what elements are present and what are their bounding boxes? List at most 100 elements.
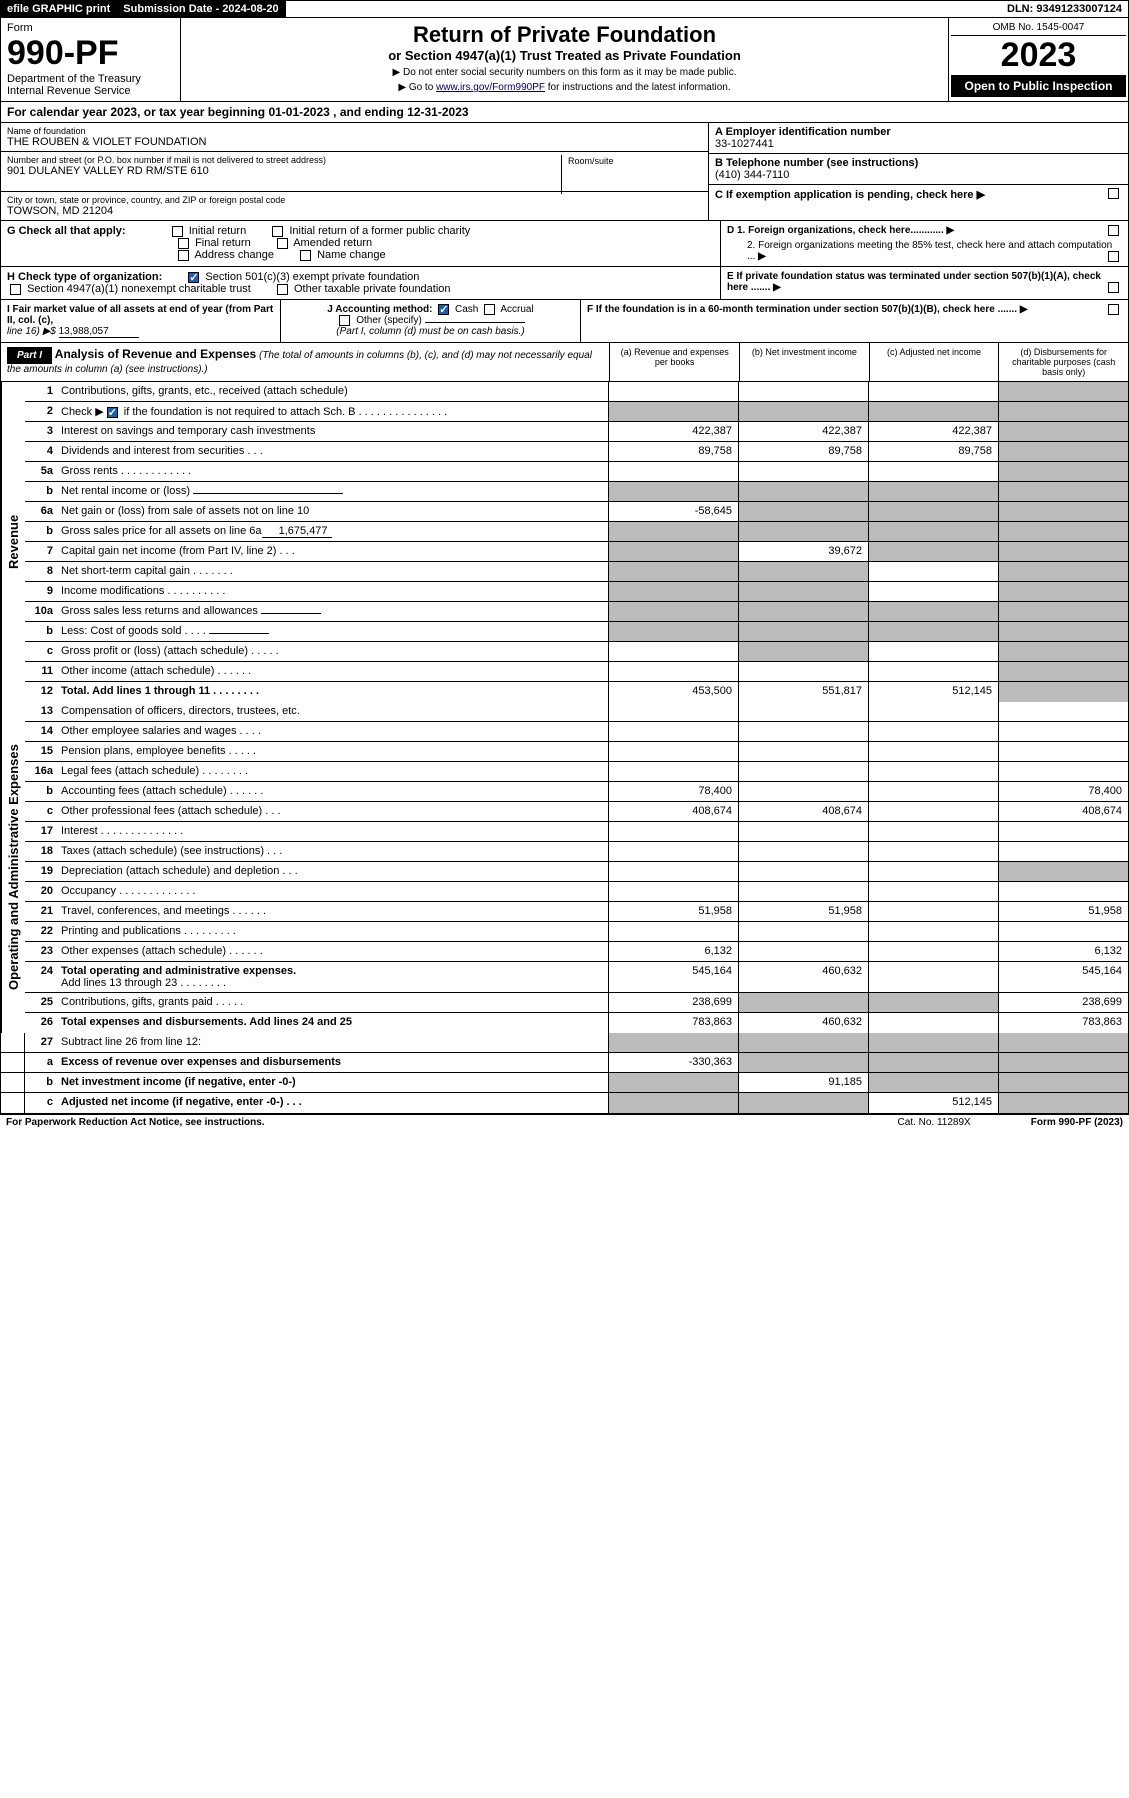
cb-name[interactable] [300, 250, 311, 261]
d25: 238,699 [998, 993, 1128, 1012]
d26: 783,863 [998, 1013, 1128, 1033]
cb-initial[interactable] [172, 226, 183, 237]
a7 [608, 542, 738, 561]
desc-27: Subtract line 26 from line 12: [61, 1033, 608, 1052]
b9 [738, 582, 868, 601]
top-bar: efile GRAPHIC print Submission Date - 20… [0, 0, 1129, 18]
a20 [608, 882, 738, 901]
desc-24: Total operating and administrative expen… [61, 962, 608, 992]
desc-27b: Net investment income (if negative, ente… [61, 1073, 608, 1092]
f-checkbox[interactable] [1108, 304, 1119, 315]
d27c [998, 1093, 1128, 1113]
d21: 51,958 [998, 902, 1128, 921]
cb-other-tax[interactable] [277, 284, 288, 295]
c14 [868, 722, 998, 741]
d15 [998, 742, 1128, 761]
cb-schb[interactable] [107, 407, 118, 418]
efile-btn[interactable]: efile GRAPHIC print [1, 1, 117, 17]
desc-22: Printing and publications . . . . . . . … [61, 922, 608, 941]
cb-4947[interactable] [10, 284, 21, 295]
c24 [868, 962, 998, 992]
instr2: ▶ Go to www.irs.gov/Form990PF for instru… [201, 82, 928, 93]
desc-21: Travel, conferences, and meetings . . . … [61, 902, 608, 921]
a16a [608, 762, 738, 781]
form-box: Form 990-PF Department of the Treasury I… [1, 18, 181, 101]
e-checkbox[interactable] [1108, 282, 1119, 293]
desc-25: Contributions, gifts, grants paid . . . … [61, 993, 608, 1012]
h-label: H Check type of organization: [7, 271, 162, 283]
ln-24: 24 [25, 962, 61, 992]
addr-cell: Number and street (or P.O. box number if… [1, 152, 708, 192]
c27 [868, 1033, 998, 1052]
ln-10a: 10a [25, 602, 61, 621]
b3: 422,387 [738, 422, 868, 441]
a27 [608, 1033, 738, 1052]
expense-label: Operating and Administrative Expenses [1, 702, 25, 1033]
c-checkbox[interactable] [1108, 188, 1119, 199]
d2 [998, 402, 1128, 421]
dln: DLN: 93491233007124 [1001, 1, 1128, 17]
ln-26: 26 [25, 1013, 61, 1033]
part1-header: Part I Analysis of Revenue and Expenses … [0, 343, 1129, 382]
city: TOWSON, MD 21204 [7, 205, 702, 217]
room-suite: Room/suite [561, 155, 641, 194]
part1-title-cell: Part I Analysis of Revenue and Expenses … [1, 343, 609, 381]
desc-10a: Gross sales less returns and allowances [61, 602, 608, 621]
cb-addr[interactable] [178, 250, 189, 261]
d16a [998, 762, 1128, 781]
a2 [608, 402, 738, 421]
c10a [868, 602, 998, 621]
desc-16b: Accounting fees (attach schedule) . . . … [61, 782, 608, 801]
a10a [608, 602, 738, 621]
b26: 460,632 [738, 1013, 868, 1033]
b10a [738, 602, 868, 621]
cb-other[interactable] [339, 315, 350, 326]
cb-501c3[interactable] [188, 272, 199, 283]
d2-checkbox[interactable] [1108, 251, 1119, 262]
cb-amended[interactable] [277, 238, 288, 249]
ln-16a: 16a [25, 762, 61, 781]
city-label: City or town, state or province, country… [7, 195, 702, 205]
i-line16: line 16) ▶$ [7, 326, 59, 337]
revenue-section: Revenue 1Contributions, gifts, grants, e… [1, 382, 1128, 702]
form-link[interactable]: www.irs.gov/Form990PF [436, 82, 545, 93]
ln-10b: b [25, 622, 61, 641]
cb-initial-former[interactable] [272, 226, 283, 237]
phone-cell: B Telephone number (see instructions) (4… [709, 154, 1128, 185]
b7: 39,672 [738, 542, 868, 561]
c-cell: C If exemption application is pending, c… [709, 185, 1128, 204]
foundation-name: THE ROUBEN & VIOLET FOUNDATION [7, 136, 702, 148]
b13 [738, 702, 868, 721]
part1-title: Analysis of Revenue and Expenses [55, 347, 256, 361]
d14 [998, 722, 1128, 741]
ln-27b: b [25, 1073, 61, 1092]
d27b [998, 1073, 1128, 1092]
desc-5b: Net rental income or (loss) [61, 482, 608, 501]
d1-checkbox[interactable] [1108, 225, 1119, 236]
cb-cash[interactable] [438, 304, 449, 315]
desc-4: Dividends and interest from securities .… [61, 442, 608, 461]
a3: 422,387 [608, 422, 738, 441]
b27a [738, 1053, 868, 1072]
c25 [868, 993, 998, 1012]
c27b [868, 1073, 998, 1092]
desc-27c: Adjusted net income (if negative, enter … [61, 1093, 608, 1113]
f-box: F If the foundation is in a 60-month ter… [581, 300, 1128, 342]
ln-22: 22 [25, 922, 61, 941]
desc-27a: Excess of revenue over expenses and disb… [61, 1053, 608, 1072]
ln-6b: b [25, 522, 61, 541]
d5a [998, 462, 1128, 481]
a10c [608, 642, 738, 661]
c12: 512,145 [868, 682, 998, 702]
cb-final[interactable] [178, 238, 189, 249]
form-word: Form [7, 22, 174, 34]
b25 [738, 993, 868, 1012]
a27c [608, 1093, 738, 1113]
cb-accrual[interactable] [484, 304, 495, 315]
h-box: H Check type of organization: Section 50… [1, 267, 721, 299]
desc-15: Pension plans, employee benefits . . . .… [61, 742, 608, 761]
revenue-label: Revenue [1, 382, 25, 702]
a5b [608, 482, 738, 501]
opt-addr: Address change [194, 249, 274, 261]
opt-initial-former: Initial return of a former public charit… [289, 225, 470, 237]
